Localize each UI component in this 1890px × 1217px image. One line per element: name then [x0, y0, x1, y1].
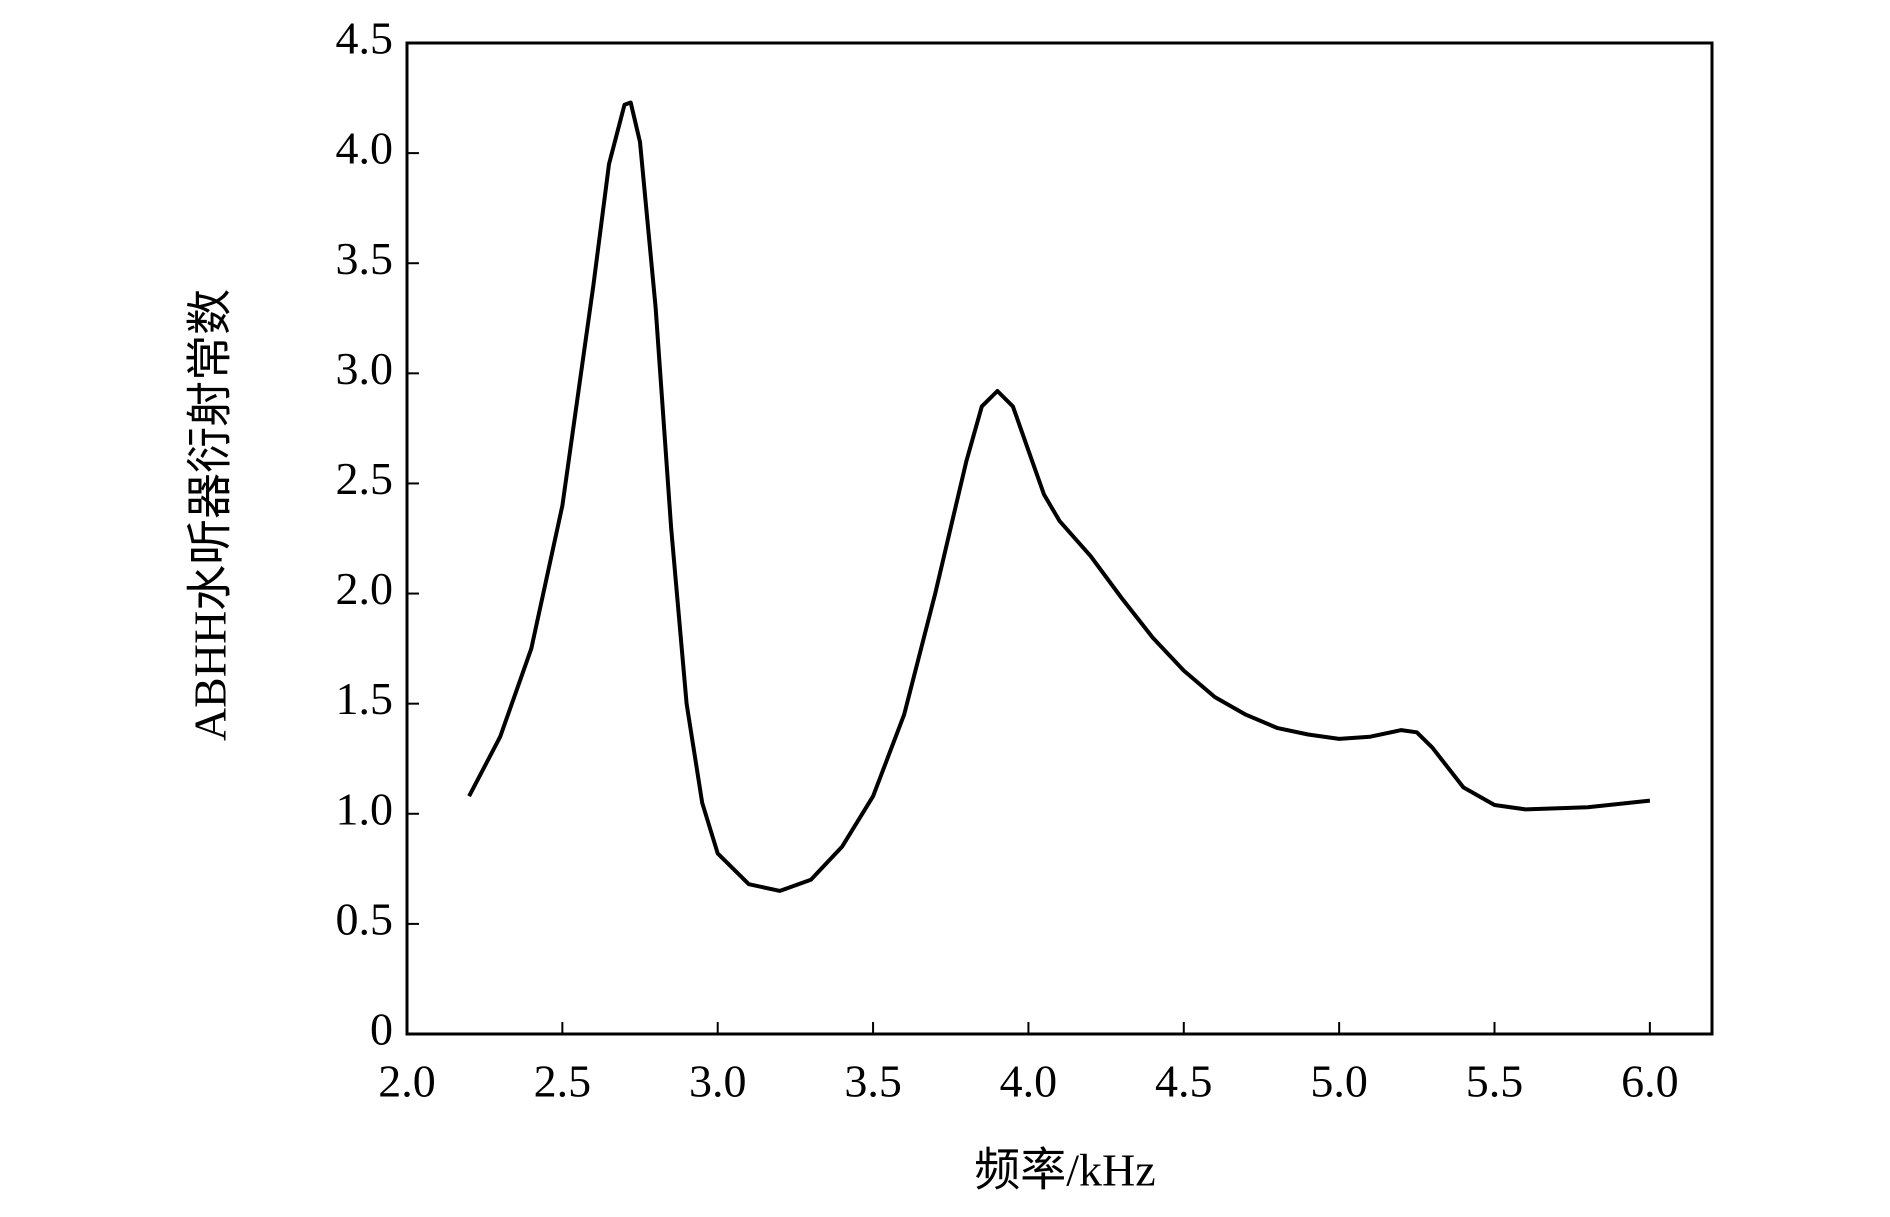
y-tick-label: 1.5: [336, 673, 394, 724]
x-tick-label: 5.5: [1466, 1056, 1524, 1107]
x-tick-label: 4.5: [1155, 1056, 1213, 1107]
x-tick-label: 5.0: [1310, 1056, 1368, 1107]
x-tick-label: 2.5: [534, 1056, 592, 1107]
x-tick-label: 3.5: [844, 1056, 902, 1107]
x-tick-label: 4.0: [1000, 1056, 1058, 1107]
x-tick-label: 3.0: [689, 1056, 747, 1107]
x-tick-label: 2.0: [378, 1056, 436, 1107]
data-line: [467, 100, 1651, 893]
y-axis-label: ABHH水听器衍射常数: [185, 289, 236, 741]
y-tick-label: 4.5: [336, 13, 394, 64]
y-tick-label: 2.0: [336, 563, 394, 614]
y-tick-label: 2.5: [336, 453, 394, 504]
y-tick-label: 0: [370, 1004, 393, 1055]
y-tick-label: 4.0: [336, 123, 394, 174]
plot-frame: [405, 41, 1714, 1036]
x-axis-label: 频率/kHz: [974, 1145, 1155, 1196]
y-tick-label: 3.5: [336, 233, 394, 284]
x-tick-label: 6.0: [1621, 1056, 1679, 1107]
y-tick-label: 3.0: [336, 343, 394, 394]
y-tick-label: 1.0: [336, 783, 394, 834]
y-tick-label: 0.5: [336, 893, 394, 944]
